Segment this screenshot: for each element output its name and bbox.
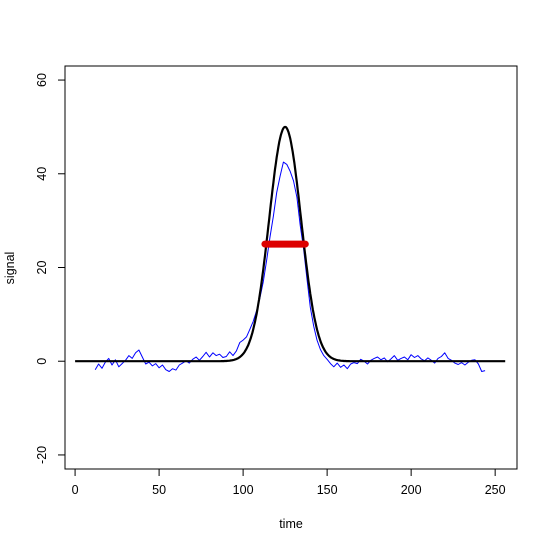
x-tick-label: 50 — [152, 483, 166, 497]
x-tick-label: 150 — [317, 483, 338, 497]
gaussian-fit-line — [74, 125, 506, 363]
x-axis: 0 50 100 150 200 250 — [72, 468, 506, 497]
observed-signal-line — [94, 161, 486, 372]
y-tick-label: -20 — [35, 446, 49, 464]
y-tick-label: 0 — [35, 358, 49, 365]
x-tick-label: 200 — [401, 483, 422, 497]
plot-frame — [64, 65, 518, 470]
x-tick-label: 250 — [485, 483, 506, 497]
x-tick-label: 0 — [72, 483, 79, 497]
y-axis-title: signal — [3, 252, 17, 285]
y-tick-label: 40 — [35, 167, 49, 181]
y-axis: -20 0 20 40 60 — [35, 73, 66, 464]
x-axis-title: time — [279, 517, 303, 531]
y-tick-label: 20 — [35, 261, 49, 275]
x-tick-label: 100 — [233, 483, 254, 497]
y-tick-label: 60 — [35, 73, 49, 87]
series-layer — [74, 125, 506, 372]
